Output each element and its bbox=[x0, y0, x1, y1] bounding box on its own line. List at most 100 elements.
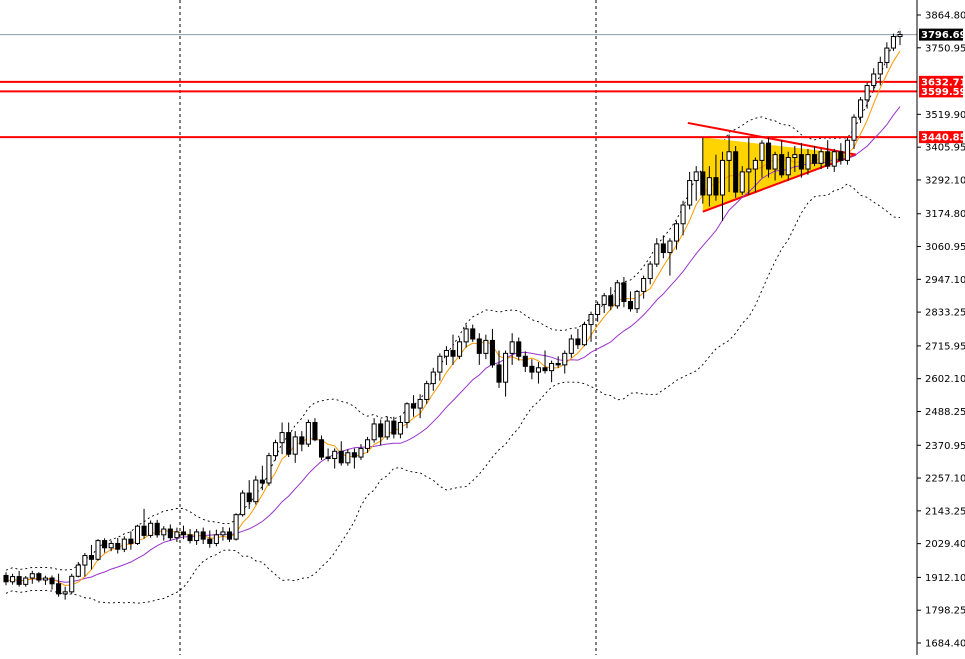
candle bbox=[115, 537, 121, 554]
candle bbox=[325, 448, 331, 462]
candle bbox=[575, 328, 581, 350]
candle bbox=[555, 356, 561, 368]
bearish-candle-body bbox=[733, 151, 739, 193]
current-price-tag-text: 3796.69 bbox=[921, 30, 965, 41]
bullish-candle-body bbox=[673, 223, 680, 242]
level-tag-2-bg bbox=[919, 85, 963, 98]
bullish-candle-body bbox=[877, 61, 883, 75]
current-price-tag-bg bbox=[919, 28, 963, 41]
candle bbox=[489, 328, 495, 368]
candle bbox=[503, 350, 509, 397]
bullish-candle-body bbox=[42, 577, 48, 581]
candle bbox=[812, 145, 818, 167]
bullish-candle-body bbox=[23, 577, 29, 585]
bullish-candle-body bbox=[871, 73, 877, 87]
price-tick-label: 2370.95 bbox=[925, 441, 965, 452]
bearish-candle-body bbox=[167, 528, 173, 539]
bullish-candle-body bbox=[831, 151, 837, 167]
bullish-candle-body bbox=[884, 47, 890, 63]
bullish-candle-body bbox=[818, 151, 824, 164]
bullish-candle-body bbox=[654, 243, 660, 265]
candle bbox=[877, 56, 883, 86]
candle bbox=[141, 508, 147, 539]
candle bbox=[187, 529, 193, 544]
bullish-candle-body bbox=[430, 371, 436, 385]
bearish-candle-body bbox=[496, 364, 502, 383]
bullish-candle-body bbox=[864, 85, 870, 101]
candle bbox=[733, 145, 739, 198]
bullish-candle-body bbox=[233, 514, 239, 540]
level-tag-2-text: 3599.59 bbox=[921, 87, 965, 98]
bearish-candle-body bbox=[325, 456, 331, 459]
candle bbox=[161, 526, 167, 541]
bullish-candle-body bbox=[614, 282, 620, 307]
bearish-candle-body bbox=[391, 420, 397, 435]
candle bbox=[581, 321, 588, 347]
price-tick-label: 2143.25 bbox=[925, 506, 965, 517]
candle bbox=[562, 350, 568, 374]
candle bbox=[765, 137, 772, 178]
bearish-candle-body bbox=[246, 492, 252, 503]
candle bbox=[785, 151, 791, 181]
price-tick-label: 2715.95 bbox=[925, 341, 965, 352]
candle bbox=[719, 151, 726, 221]
candle bbox=[29, 570, 35, 584]
candle bbox=[272, 439, 279, 461]
candle bbox=[595, 301, 601, 322]
candle bbox=[884, 42, 890, 69]
candle bbox=[207, 530, 213, 548]
bullish-candle-body bbox=[194, 531, 200, 542]
candle bbox=[509, 333, 515, 365]
bearish-candle-body bbox=[621, 282, 627, 303]
candle bbox=[49, 575, 55, 590]
bearish-candle-body bbox=[450, 349, 456, 357]
candle bbox=[332, 448, 338, 469]
candle bbox=[805, 148, 811, 175]
bullish-candle-body bbox=[62, 591, 68, 595]
bullish-candle-body bbox=[148, 522, 154, 536]
bearish-candle-body bbox=[779, 154, 785, 176]
bullish-candle-body bbox=[483, 339, 489, 354]
price-tick-label: 1684.40 bbox=[925, 639, 965, 650]
candle bbox=[23, 576, 29, 587]
bearish-candle-body bbox=[187, 534, 193, 542]
bullish-candle-body bbox=[437, 355, 443, 373]
candle bbox=[430, 367, 436, 391]
candle bbox=[424, 380, 430, 404]
bollinger-bands bbox=[5, 28, 901, 604]
candle bbox=[470, 324, 476, 342]
candle bbox=[588, 311, 594, 342]
candle bbox=[838, 143, 844, 165]
candle bbox=[700, 137, 706, 204]
bearish-candle-body bbox=[207, 538, 213, 544]
candle bbox=[220, 527, 226, 541]
bullish-candle-body bbox=[739, 171, 745, 193]
bearish-candle-body bbox=[627, 301, 634, 310]
bullish-candle-body bbox=[719, 159, 726, 196]
candle bbox=[673, 220, 680, 250]
bearish-candle-body bbox=[555, 362, 561, 366]
bullish-candle-body bbox=[634, 290, 640, 310]
candle bbox=[818, 148, 824, 170]
bullish-candle-body bbox=[404, 403, 410, 423]
candle bbox=[601, 292, 607, 314]
bullish-candle-body bbox=[535, 367, 541, 373]
bullish-candle-body bbox=[549, 362, 555, 372]
candle bbox=[56, 573, 62, 597]
bullish-candle-body bbox=[746, 168, 752, 173]
candle bbox=[772, 151, 778, 181]
bearish-candle-body bbox=[318, 439, 325, 458]
price-tick-label: 2833.25 bbox=[925, 308, 965, 319]
candle bbox=[36, 572, 42, 583]
bullish-candle-body bbox=[10, 576, 16, 583]
candle bbox=[825, 140, 831, 170]
price-tick-label: 3292.10 bbox=[925, 175, 965, 186]
level-tag-1: 3632.71 bbox=[919, 75, 965, 88]
bullish-candle-body bbox=[595, 303, 601, 315]
level-tag-3: 3440.85 bbox=[919, 131, 965, 144]
bearish-candle-body bbox=[56, 583, 62, 595]
bullish-candle-body bbox=[509, 341, 515, 354]
bearish-candle-body bbox=[286, 432, 292, 455]
